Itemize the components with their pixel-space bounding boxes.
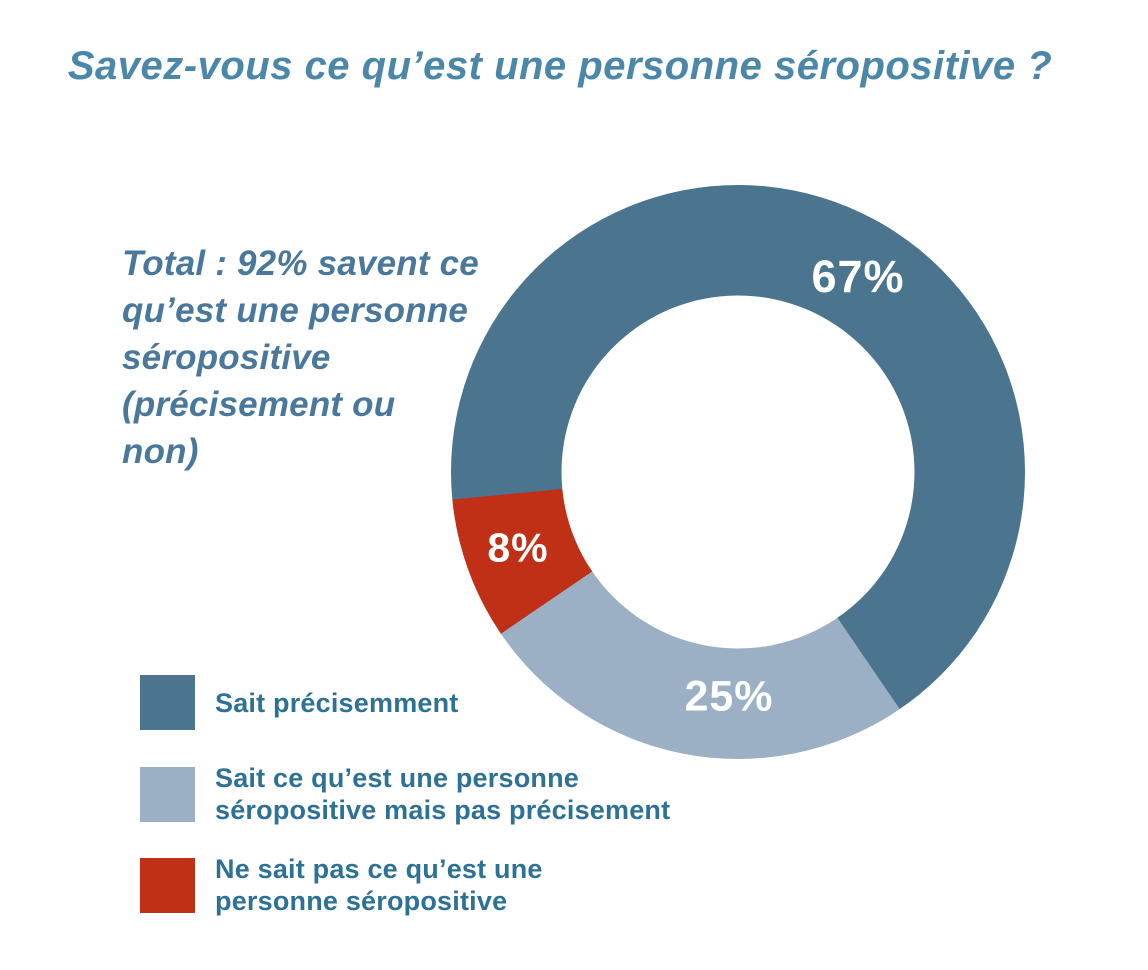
legend-swatch-dark-blue bbox=[140, 675, 195, 730]
legend-label: Sait précisemment bbox=[215, 687, 459, 718]
donut-chart: 67% 25% 8% bbox=[451, 185, 1025, 759]
legend-item-sait-precisemment: Sait précisemment bbox=[140, 675, 459, 730]
legend-swatch-light-blue bbox=[140, 766, 195, 822]
slice-label-ne-sait-pas: 8% bbox=[487, 524, 549, 571]
slice-label-pas-precisement: 25% bbox=[684, 672, 774, 721]
chart-title: Savez-vous ce qu’est une personne séropo… bbox=[67, 44, 1053, 88]
legend-label: Ne sait pas ce qu’est une personne sérop… bbox=[215, 854, 543, 916]
donut-hole bbox=[561, 295, 915, 649]
legend: Sait précisemment Sait ce qu’est une per… bbox=[140, 675, 760, 925]
legend-label: Sait ce qu’est une personne séropositive… bbox=[215, 763, 671, 825]
legend-swatch-red bbox=[140, 857, 195, 913]
legend-item-ne-sait-pas: Ne sait pas ce qu’est une personne sérop… bbox=[140, 853, 543, 917]
legend-item-pas-precisement: Sait ce qu’est une personne séropositive… bbox=[140, 762, 670, 826]
total-annotation: Total : 92% savent ce qu’est une personn… bbox=[122, 244, 479, 471]
slice-label-sait-precisemment: 67% bbox=[811, 251, 905, 302]
